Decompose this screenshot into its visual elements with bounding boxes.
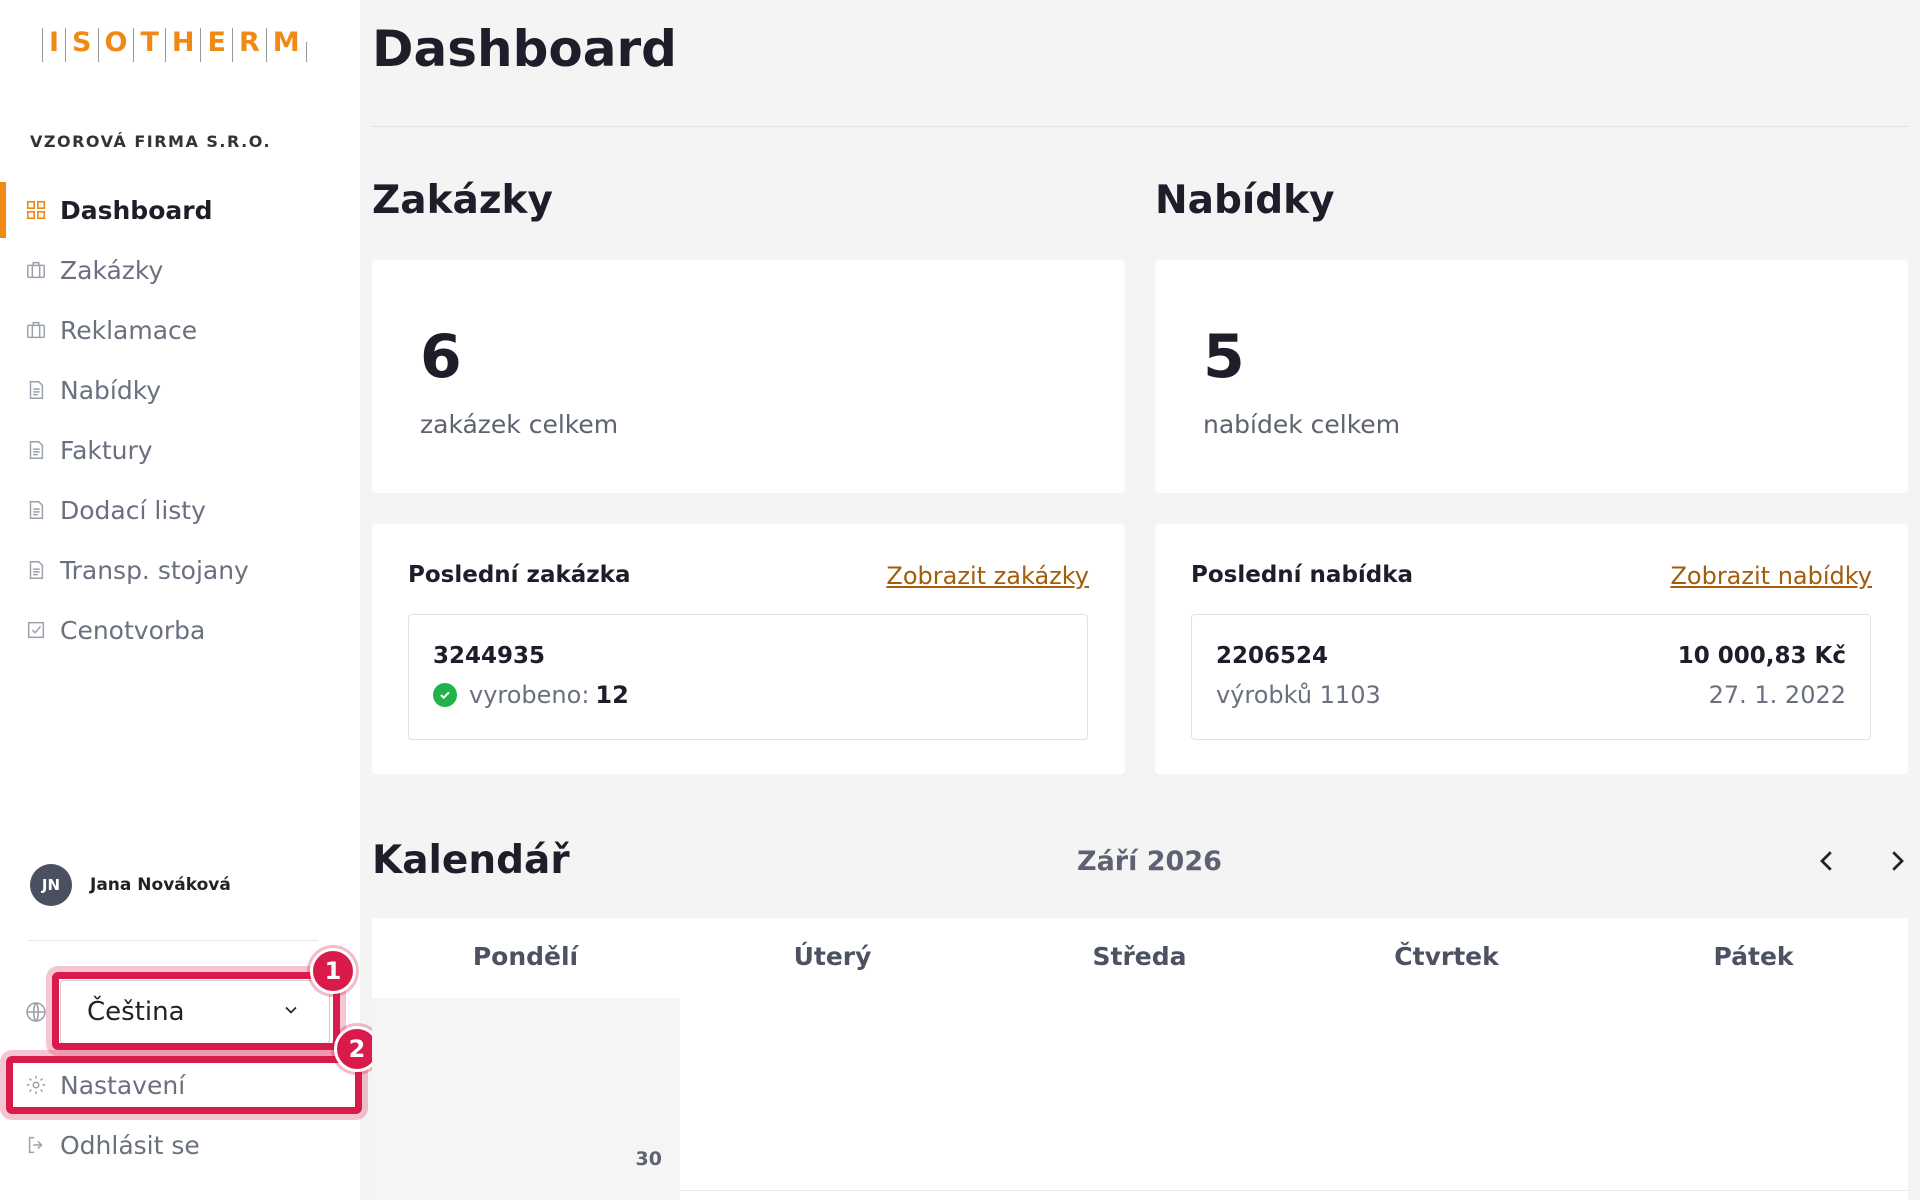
calendar-title: Kalendář xyxy=(372,838,570,883)
offers-count-label: nabídek celkem xyxy=(1203,410,1401,439)
document-icon xyxy=(24,378,48,402)
sidebar-item-zakazky[interactable]: Zakázky xyxy=(0,240,360,300)
page-title: Dashboard xyxy=(372,20,677,78)
calendar-prev-button[interactable] xyxy=(1812,846,1842,884)
sidebar-item-label: Reklamace xyxy=(60,315,198,345)
logo-letter: H xyxy=(164,28,201,62)
last-offer-card: Poslední nabídka Zobrazit nabídky 220652… xyxy=(1155,524,1908,774)
sidebar-item-reklamace[interactable]: Reklamace xyxy=(0,300,360,360)
show-orders-link[interactable]: Zobrazit zakázky xyxy=(886,562,1089,590)
logo-divider xyxy=(305,42,307,62)
user-profile[interactable]: JN Jana Nováková xyxy=(30,864,231,906)
sidebar-item-settings[interactable]: Nastavení xyxy=(0,1055,360,1115)
chevron-left-icon xyxy=(1820,851,1832,871)
offers-count-card: 5 nabídek celkem xyxy=(1155,260,1908,493)
last-order-heading: Poslední zakázka xyxy=(408,562,631,588)
logout-label: Odhlásit se xyxy=(60,1130,200,1160)
avatar: JN xyxy=(30,864,72,906)
document-icon xyxy=(24,498,48,522)
sidebar-item-label: Faktury xyxy=(60,435,153,465)
weekday-header: Úterý xyxy=(793,942,872,971)
annotation-badge-1: 1 xyxy=(310,948,356,994)
settings-label: Nastavení xyxy=(60,1070,186,1100)
sidebar-item-label: Dodací listy xyxy=(60,495,206,525)
orders-count-card: 6 zakázek celkem xyxy=(372,260,1125,493)
calendar-row-divider xyxy=(1294,1190,1600,1200)
sidebar-item-cenotvorba[interactable]: Cenotvorba xyxy=(0,600,360,660)
offer-price: 10 000,83 Kč xyxy=(1677,643,1846,669)
chevron-right-icon xyxy=(1892,851,1904,871)
sidebar-item-label: Cenotvorba xyxy=(60,615,206,645)
weekday-header: Pondělí xyxy=(472,942,579,971)
bottom-nav: Nastavení Odhlásit se xyxy=(0,1055,360,1175)
language-value: Čeština xyxy=(87,997,185,1027)
gear-icon xyxy=(24,1073,48,1097)
language-select[interactable]: Čeština xyxy=(60,980,330,1044)
main-nav: Dashboard Zakázky Reklamace Nabídky Fakt… xyxy=(0,180,360,660)
logo-letter: E xyxy=(200,28,231,62)
logo-letter: R xyxy=(231,28,266,62)
offer-products: výrobků 1103 xyxy=(1216,681,1381,709)
sidebar-item-dashboard[interactable]: Dashboard xyxy=(0,180,360,240)
calendar-row-divider xyxy=(680,1190,986,1200)
weekday-header: Středa xyxy=(1092,942,1187,971)
weekday-header: Pátek xyxy=(1713,942,1794,971)
order-status: vyrobeno: 12 xyxy=(433,681,629,709)
calendar-row-divider xyxy=(987,1190,1293,1200)
calendar-day-cell[interactable]: 30 xyxy=(372,998,680,1200)
logo-letter: S xyxy=(65,28,97,62)
calendar-day-number: 30 xyxy=(635,1148,662,1170)
sidebar-item-label: Zakázky xyxy=(60,255,164,285)
orders-count: 6 xyxy=(420,322,462,392)
sidebar-item-label: Dashboard xyxy=(60,195,213,225)
user-name: Jana Nováková xyxy=(90,875,231,895)
last-offer-heading: Poslední nabídka xyxy=(1191,562,1414,588)
sidebar-item-label: Nabídky xyxy=(60,375,162,405)
offers-count: 5 xyxy=(1203,322,1245,392)
offers-section-title: Nabídky xyxy=(1155,178,1335,223)
language-row: Čeština xyxy=(24,980,330,1044)
grid-icon xyxy=(24,198,48,222)
sidebar-item-dodaci-listy[interactable]: Dodací listy xyxy=(0,480,360,540)
last-offer-item[interactable]: 2206524 výrobků 1103 10 000,83 Kč 27. 1.… xyxy=(1191,614,1871,740)
sidebar-divider xyxy=(28,940,318,941)
logo-letter: O xyxy=(97,28,134,62)
isotherm-logo[interactable]: I S O T H E R M xyxy=(42,22,307,62)
sidebar-item-label: Transp. stojany xyxy=(60,555,249,585)
sidebar-item-logout[interactable]: Odhlásit se xyxy=(0,1115,360,1175)
company-name: VZOROVÁ FIRMA S.R.O. xyxy=(30,132,272,151)
logout-icon xyxy=(24,1133,48,1157)
sidebar-item-transp-stojany[interactable]: Transp. stojany xyxy=(0,540,360,600)
logo-letter: M xyxy=(265,28,306,62)
order-quantity: 12 xyxy=(595,681,629,709)
logo-letter: I xyxy=(42,28,65,62)
chevron-down-icon xyxy=(281,997,301,1027)
sidebar: I S O T H E R M VZOROVÁ FIRMA S.R.O. Das… xyxy=(0,0,380,1200)
check-icon xyxy=(433,683,457,707)
calendar-row-divider xyxy=(1601,1190,1907,1200)
calendar-next-button[interactable] xyxy=(1882,846,1912,884)
checkbox-icon xyxy=(24,618,48,642)
orders-section-title: Zakázky xyxy=(372,178,553,223)
last-order-card: Poslední zakázka Zobrazit zakázky 324493… xyxy=(372,524,1125,774)
briefcase-icon xyxy=(24,258,48,282)
calendar-month: Září 2026 xyxy=(1077,846,1222,877)
calendar-grid: Pondělí Úterý Středa Čtvrtek Pátek 30 xyxy=(372,918,1908,1200)
show-offers-link[interactable]: Zobrazit nabídky xyxy=(1670,562,1872,590)
weekday-header: Čtvrtek xyxy=(1394,942,1499,971)
orders-count-label: zakázek celkem xyxy=(420,410,619,439)
document-icon xyxy=(24,558,48,582)
logo-letter: T xyxy=(133,28,164,62)
globe-icon xyxy=(24,1000,48,1024)
title-divider xyxy=(372,126,1908,127)
briefcase-icon xyxy=(24,318,48,342)
sidebar-item-nabidky[interactable]: Nabídky xyxy=(0,360,360,420)
order-status-label: vyrobeno: xyxy=(469,681,590,709)
order-id: 3244935 xyxy=(433,643,546,669)
offer-id: 2206524 xyxy=(1216,643,1329,669)
last-order-item[interactable]: 3244935 vyrobeno: 12 xyxy=(408,614,1088,740)
document-icon xyxy=(24,438,48,462)
sidebar-item-faktury[interactable]: Faktury xyxy=(0,420,360,480)
offer-date: 27. 1. 2022 xyxy=(1708,681,1846,709)
